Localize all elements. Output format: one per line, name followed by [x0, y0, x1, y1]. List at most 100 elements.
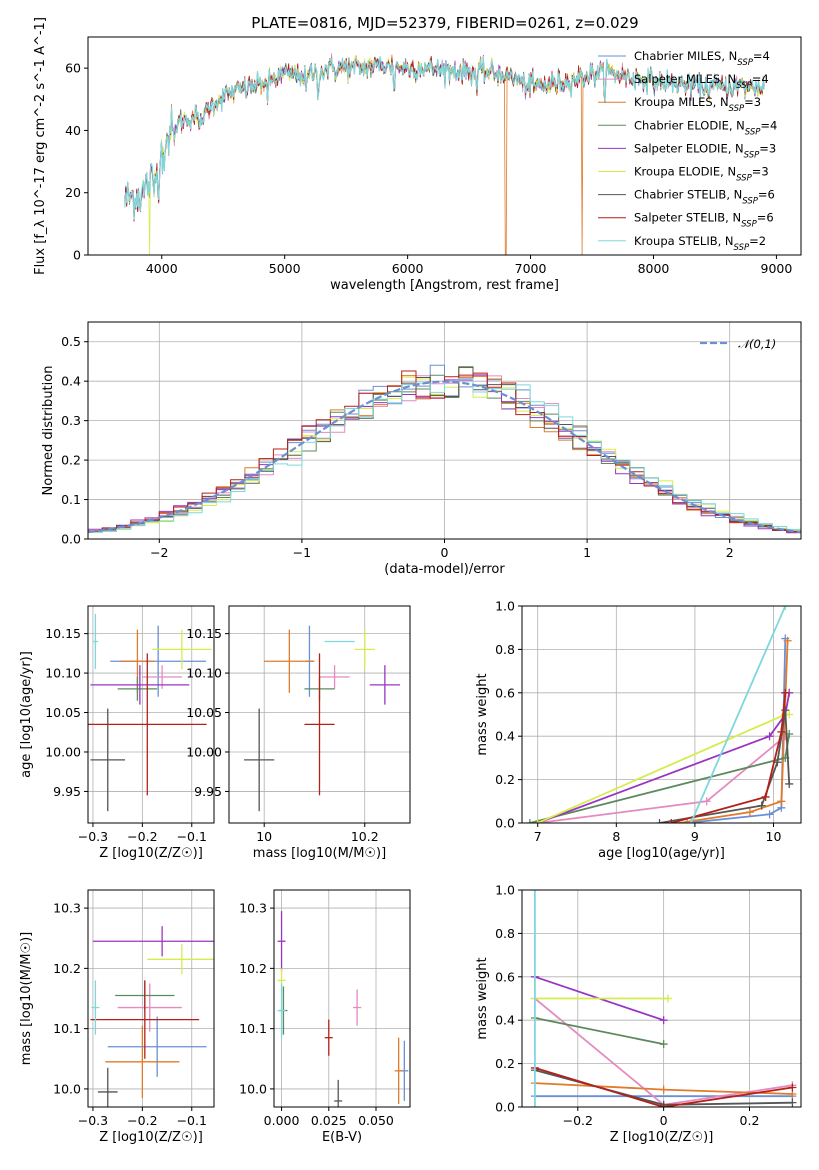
plot-area-mass-vs-Z: [88, 890, 214, 1107]
x-tick-label: 10.2: [351, 829, 379, 844]
y-tick-label: 10.2: [239, 961, 267, 976]
mass-weight-marker: [788, 1098, 797, 1107]
y-tick-label: 10.10: [186, 666, 222, 681]
y-axis-label: mass weight: [475, 957, 490, 1039]
plot-area-age-vs-Z: [88, 606, 214, 823]
mass-weight-line-4: [537, 692, 791, 823]
axes-frame: [87, 321, 802, 540]
legend-entry: Salpeter STELIB, NSSP=6: [634, 211, 774, 230]
plot-area-mass-weight-vs-Z: [522, 890, 801, 1107]
panel-spectrum: 4000 5000 6000 7000 8000 9000 0 20 40 60 wavelengt…: [33, 17, 802, 293]
x-tick-label: −0.2: [563, 1113, 593, 1128]
mass-weight-marker: [781, 706, 790, 715]
y-tick-label: 0.5: [61, 334, 81, 349]
y-tick-label: 0.6: [495, 685, 515, 700]
x-tick-label: −0.1: [177, 829, 207, 844]
y-tick-label: 10.10: [45, 666, 81, 681]
plot-area-mass-weight-vs-age: [522, 606, 801, 823]
y-tick-label: 0.2: [495, 1056, 515, 1071]
y-tick-label: 10.3: [53, 901, 81, 916]
mass-weight-line-2: [679, 640, 789, 823]
legend-entry: Kroupa MILES, NSSP=3: [634, 95, 761, 114]
errorbar-point-2: [264, 629, 315, 693]
y-tick-label: 40: [65, 123, 81, 138]
y-tick-label: 9.95: [53, 784, 81, 799]
errorbar-point-6: [97, 1067, 118, 1107]
y-tick-label: 0.8: [495, 926, 515, 941]
axes-frame: [521, 605, 802, 824]
x-tick-label: 4000: [146, 261, 178, 276]
y-tick-label: 0.3: [61, 413, 81, 428]
mass-weight-marker: [659, 1040, 668, 1049]
mass-weight-marker: [667, 819, 676, 823]
errorbar-point-5: [152, 629, 212, 670]
y-tick-label: 10.1: [53, 1021, 81, 1036]
mass-weight-marker: [683, 819, 692, 823]
errorbar-point-1: [353, 989, 362, 1026]
errorbar-point-2: [105, 1025, 180, 1098]
legend-entry: Chabrier ELODIE, NSSP=4: [634, 118, 777, 137]
y-tick-label: 10.0: [53, 1081, 81, 1096]
legend-entry: Salpeter ELODIE, NSSP=3: [634, 141, 776, 160]
y-tick-label: 1.0: [495, 599, 515, 614]
errorbar-point-7: [304, 653, 335, 796]
plot-area-residuals: [88, 322, 801, 539]
y-tick-label: 0.2: [495, 772, 515, 787]
errorbar-point-0: [107, 1016, 207, 1077]
x-tick-label: 10: [766, 829, 782, 844]
errorbar-point-6: [244, 708, 275, 812]
x-tick-label: 5000: [269, 261, 301, 276]
panel-mass-vs-ebv: 0.000 0.025 0.050 10.0 10.1 10.2 10.3 E(B-V): [239, 889, 411, 1145]
figure-title: PLATE=0816, MJD=52379, FIBERID=0261, z=0…: [251, 14, 638, 32]
x-tick-label: 0.050: [358, 1113, 394, 1128]
errorbar-point-7: [88, 653, 207, 796]
errorbar-point-4: [277, 911, 286, 972]
y-tick-label: 10.1: [239, 1021, 267, 1036]
mass-weight-marker: [781, 688, 790, 697]
y-tick-label: 10.15: [186, 626, 222, 641]
axes-frame: [87, 889, 215, 1108]
mass-weight-marker: [785, 710, 794, 719]
mass-weight-marker: [761, 792, 770, 801]
residual-histogram-8: [88, 378, 801, 535]
mass-weight-marker: [663, 994, 672, 1003]
y-tick-label: 10.00: [45, 744, 81, 759]
x-axis-label: mass [log10(M/M☉)]: [253, 846, 386, 861]
legend-entry: Kroupa STELIB, NSSP=2: [634, 234, 766, 253]
x-tick-label: 0.2: [740, 1113, 760, 1128]
y-tick-label: 0.0: [61, 532, 81, 547]
errorbar-point-4: [369, 665, 400, 705]
x-tick-label: 0: [660, 1113, 668, 1128]
panel-mass-vs-Z: −0.3 −0.2 −0.1 10.0 10.1 10.2 10.3 Z [log10(Z/Z…: [19, 889, 215, 1145]
errorbar-point-5: [354, 629, 375, 670]
mass-weight-marker: [659, 1103, 668, 1107]
y-axis-label: mass weight: [475, 673, 490, 755]
panel-residuals: −2 −1 0 1 2 0.0 0.1 0.2 0.3 0.4 0.5 (data-model)/er…: [41, 321, 802, 577]
axes-frame: [87, 36, 802, 256]
x-tick-label: 8000: [638, 261, 670, 276]
x-tick-label: −0.2: [127, 829, 157, 844]
x-tick-label: 9000: [761, 261, 793, 276]
y-tick-label: 0.1: [61, 492, 81, 507]
x-axis-label: age [log10(age/yr)]: [598, 846, 725, 861]
mass-weight-marker: [530, 890, 539, 894]
mass-weight-line-7: [671, 692, 787, 823]
x-axis-label: wavelength [Angstrom, rest frame]: [330, 278, 559, 293]
errorbar-point-8: [277, 983, 286, 1038]
x-axis-label: Z [log10(Z/Z☉)]: [99, 1130, 203, 1145]
mass-weight-marker: [785, 779, 794, 788]
errorbar-point-7: [90, 980, 200, 1059]
y-tick-label: 1.0: [495, 883, 515, 898]
x-tick-label: 1: [583, 545, 591, 560]
mass-weight-marker: [777, 727, 786, 736]
x-axis-label: Z [log10(Z/Z☉)]: [99, 846, 203, 861]
axes-frame: [273, 889, 411, 1108]
mass-weight-marker: [765, 732, 774, 741]
legend-entry: Chabrier STELIB, NSSP=6: [634, 188, 775, 207]
x-tick-label: 10: [256, 829, 272, 844]
errorbar-point-5: [147, 944, 214, 975]
mass-weight-marker: [745, 808, 754, 817]
errorbar-point-3: [117, 677, 158, 701]
mass-weight-marker: [525, 819, 534, 823]
x-tick-label: 7000: [515, 261, 547, 276]
